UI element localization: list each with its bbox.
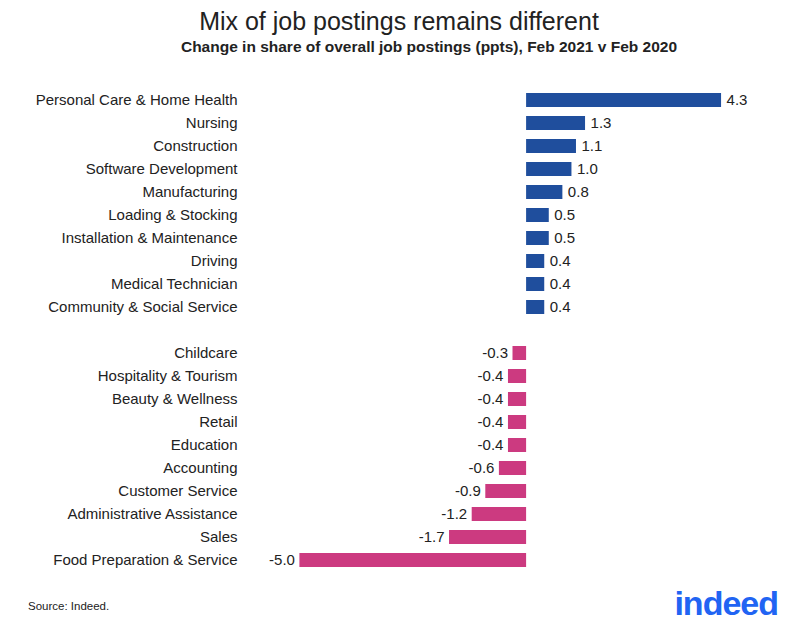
svg-text:Childcare: Childcare: [174, 344, 237, 361]
svg-text:Retail: Retail: [199, 413, 237, 430]
svg-text:-5.0: -5.0: [269, 551, 295, 568]
svg-text:Community & Social Service: Community & Social Service: [48, 298, 237, 315]
svg-text:Loading & Stocking: Loading & Stocking: [108, 206, 237, 223]
svg-text:Installation & Maintenance: Installation & Maintenance: [62, 229, 238, 246]
svg-text:Education: Education: [171, 436, 238, 453]
svg-text:0.4: 0.4: [550, 252, 571, 269]
svg-text:-0.3: -0.3: [482, 344, 508, 361]
svg-text:Nursing: Nursing: [186, 114, 238, 131]
svg-text:Medical Technician: Medical Technician: [111, 275, 237, 292]
html-text:Source: Indeed.: Source: Indeed.: [28, 600, 110, 612]
svg-text:0.4: 0.4: [550, 275, 571, 292]
svg-text:-0.4: -0.4: [478, 390, 504, 407]
svg-text:Construction: Construction: [153, 137, 237, 154]
svg-text:-0.4: -0.4: [478, 413, 504, 430]
svg-text:4.3: 4.3: [727, 91, 748, 108]
svg-text:1.0: 1.0: [577, 160, 598, 177]
html-text:Mix of job postings remains di: Mix of job postings remains different: [199, 7, 599, 35]
svg-text:Beauty & Wellness: Beauty & Wellness: [112, 390, 238, 407]
svg-text:Personal Care & Home Health: Personal Care & Home Health: [36, 91, 238, 108]
svg-text:-0.6: -0.6: [469, 459, 495, 476]
svg-text:-0.4: -0.4: [478, 367, 504, 384]
svg-text:Food Preparation & Service: Food Preparation & Service: [53, 551, 237, 568]
svg-text:Manufacturing: Manufacturing: [142, 183, 237, 200]
svg-text:-0.9: -0.9: [455, 482, 481, 499]
svg-text:Hospitality & Tourism: Hospitality & Tourism: [98, 367, 238, 384]
html-text:Change in share of overall job: Change in share of overall job postings …: [180, 38, 678, 55]
svg-text:1.1: 1.1: [581, 137, 602, 154]
svg-text:-0.4: -0.4: [478, 436, 504, 453]
svg-text:0.8: 0.8: [568, 183, 589, 200]
svg-text:Customer Service: Customer Service: [118, 482, 237, 499]
svg-text:0.5: 0.5: [554, 206, 575, 223]
svg-text:0.5: 0.5: [554, 229, 575, 246]
html-text:indeed: indeed: [674, 584, 778, 622]
svg-text:Administrative Assistance: Administrative Assistance: [67, 505, 237, 522]
svg-text:Driving: Driving: [191, 252, 238, 269]
svg-text:Sales: Sales: [200, 528, 238, 545]
svg-text:1.3: 1.3: [591, 114, 612, 131]
svg-text:Accounting: Accounting: [163, 459, 237, 476]
svg-text:0.4: 0.4: [550, 298, 571, 315]
svg-text:-1.2: -1.2: [441, 505, 467, 522]
svg-text:Software Development: Software Development: [86, 160, 239, 177]
svg-text:-1.7: -1.7: [419, 528, 445, 545]
